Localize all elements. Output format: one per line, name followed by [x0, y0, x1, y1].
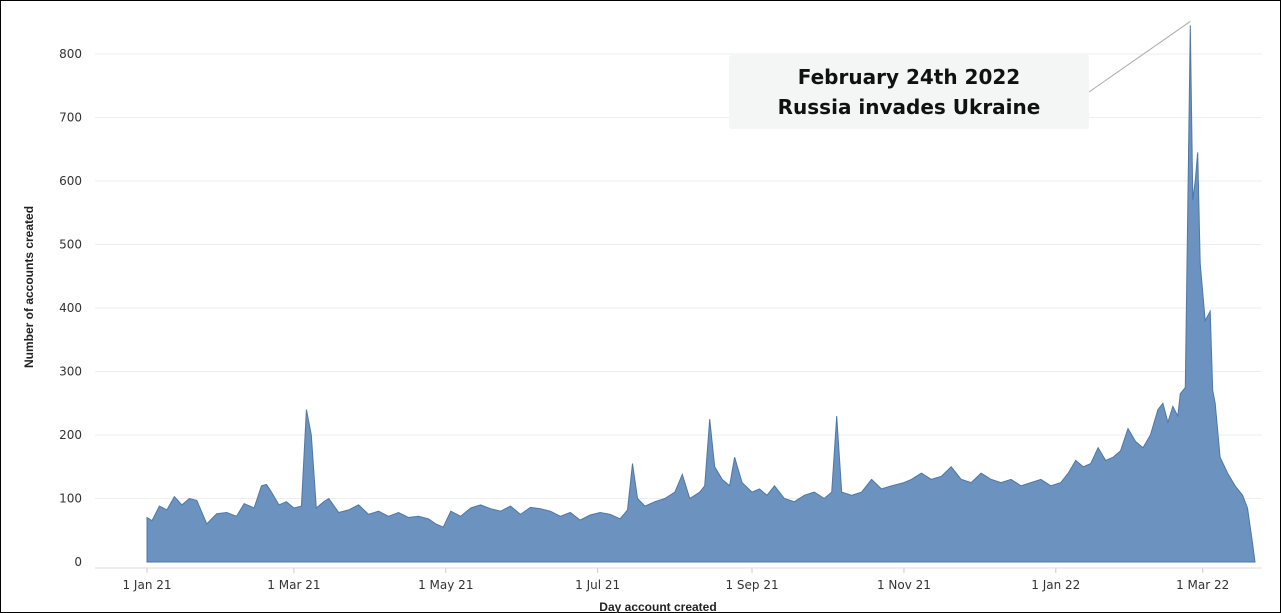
area-series [146, 25, 1256, 563]
x-tick-label: 1 Jul 21 [575, 578, 620, 592]
annotation-box: February 24th 2022 Russia invades Ukrain… [729, 55, 1089, 129]
y-tick-label: 700 [59, 111, 82, 125]
x-tick-label: 1 Jan 21 [122, 578, 171, 592]
x-tick-label: 1 May 21 [418, 578, 473, 592]
x-tick-label: 1 Mar 21 [267, 578, 320, 592]
x-tick-label: 1 Mar 22 [1176, 578, 1229, 592]
y-tick-label: 400 [59, 301, 82, 315]
y-tick-label: 600 [59, 174, 82, 188]
annotation-line-2: Russia invades Ukraine [777, 95, 1041, 119]
x-tick-label: 1 Sep 21 [725, 578, 778, 592]
y-tick-label: 0 [74, 555, 82, 569]
y-tick-label: 300 [59, 365, 82, 379]
y-tick-label: 100 [59, 492, 82, 506]
x-axis-title: Day account created [599, 600, 716, 613]
y-tick-label: 200 [59, 428, 82, 442]
annotation-leader-line [1088, 21, 1191, 93]
x-tick-label: 1 Jan 22 [1031, 578, 1080, 592]
y-tick-label: 800 [59, 47, 82, 61]
y-axis-title: Number of accounts created [22, 206, 36, 368]
y-tick-label: 500 [59, 238, 82, 252]
y-axis-ticks: 0 100 200 300 400 500 600 700 800 [59, 47, 82, 569]
x-tick-label: 1 Nov 21 [877, 578, 931, 592]
x-axis-ticks: 1 Jan 21 1 Mar 21 1 May 21 1 Jul 21 1 Sep 21… [122, 568, 1229, 592]
annotation-line-1: February 24th 2022 [797, 65, 1021, 89]
